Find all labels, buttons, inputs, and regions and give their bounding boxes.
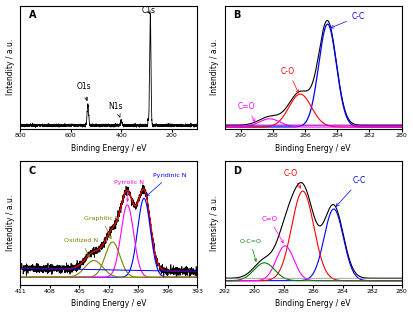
Text: A: A — [29, 10, 36, 20]
Text: C-C: C-C — [331, 12, 365, 28]
Text: C=O: C=O — [237, 101, 255, 122]
Y-axis label: Intendity / a.u.: Intendity / a.u. — [5, 195, 14, 251]
Text: D: D — [233, 165, 242, 176]
Text: B: B — [233, 10, 241, 20]
X-axis label: Binding Energy / eV: Binding Energy / eV — [275, 144, 351, 153]
Text: Pyridinic N: Pyridinic N — [147, 173, 186, 196]
Text: O1s: O1s — [76, 83, 91, 100]
Text: Oxidized N: Oxidized N — [64, 238, 98, 257]
Text: C1s: C1s — [142, 6, 155, 15]
Y-axis label: Intensity / a.u.: Intensity / a.u. — [210, 195, 219, 251]
X-axis label: Binding Energy / eV: Binding Energy / eV — [71, 144, 146, 153]
X-axis label: Binding Energy / eV: Binding Energy / eV — [71, 300, 146, 308]
Text: Pyrrolic N: Pyrrolic N — [114, 180, 143, 201]
Text: C-C: C-C — [336, 176, 366, 206]
Text: O-C=O: O-C=O — [240, 239, 261, 261]
Text: Graphitic N: Graphitic N — [84, 216, 120, 239]
Text: C-O: C-O — [281, 67, 299, 93]
Y-axis label: Intendity / a.u.: Intendity / a.u. — [5, 39, 14, 95]
Text: C-O: C-O — [284, 169, 301, 188]
Text: C=O: C=O — [261, 216, 283, 243]
Text: C: C — [29, 165, 36, 176]
Text: N1s: N1s — [109, 102, 123, 117]
X-axis label: Binding Energy / eV: Binding Energy / eV — [275, 300, 351, 308]
Y-axis label: Intendity / a.u.: Intendity / a.u. — [210, 39, 219, 95]
